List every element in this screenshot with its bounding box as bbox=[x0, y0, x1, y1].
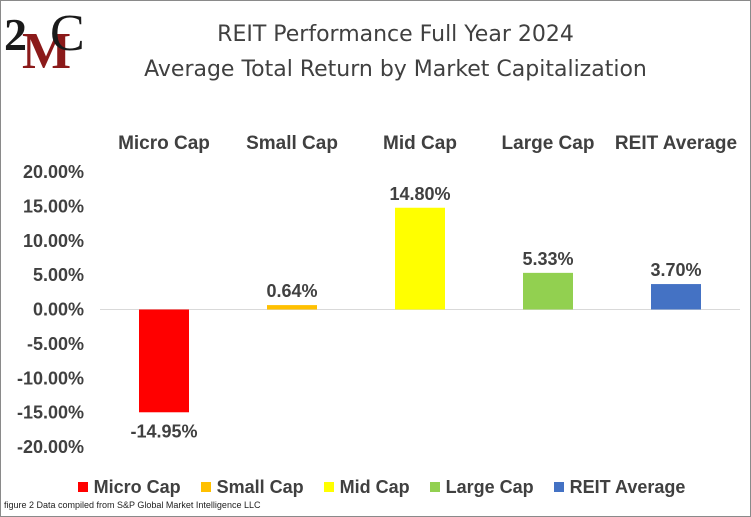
bar bbox=[651, 284, 701, 310]
category-label: Large Cap bbox=[502, 133, 595, 154]
logo-letter-c: C bbox=[50, 5, 85, 62]
y-tick-label: -5.00% bbox=[27, 334, 84, 354]
data-label: 14.80% bbox=[389, 184, 450, 204]
y-tick-label: 15.00% bbox=[23, 196, 84, 216]
footnote: figure 2 Data compiled from S&P Global M… bbox=[4, 500, 261, 510]
data-label: 0.64% bbox=[266, 281, 317, 301]
y-tick-label: -20.00% bbox=[17, 437, 84, 457]
y-tick-label: 20.00% bbox=[23, 162, 84, 182]
legend-item: REIT Average bbox=[553, 476, 686, 498]
bar bbox=[139, 309, 189, 413]
data-label: 3.70% bbox=[650, 260, 701, 280]
legend-label: REIT Average bbox=[569, 476, 686, 497]
chart-legend: Micro Cap Small Cap Mid Cap Large Cap REIT A… bbox=[0, 475, 751, 499]
category-label: Small Cap bbox=[246, 133, 338, 154]
legend-label: Large Cap bbox=[445, 476, 534, 497]
logo-letter-m: M bbox=[22, 23, 71, 74]
bar bbox=[523, 272, 573, 310]
legend-item: Micro Cap bbox=[77, 476, 181, 498]
category-label: REIT Average bbox=[615, 133, 737, 154]
logo-digit: 2 bbox=[4, 9, 27, 60]
legend-item: Large Cap bbox=[429, 476, 534, 498]
y-tick-label: 10.00% bbox=[23, 231, 84, 251]
legend-label: Small Cap bbox=[216, 476, 304, 497]
bar bbox=[267, 305, 317, 310]
legend-item: Mid Cap bbox=[323, 476, 410, 498]
company-logo: 2 M C bbox=[4, 5, 85, 74]
y-tick-label: -15.00% bbox=[17, 403, 84, 423]
y-tick-label: 0.00% bbox=[33, 300, 84, 320]
category-label: Mid Cap bbox=[383, 133, 457, 154]
data-label: 5.33% bbox=[522, 249, 573, 269]
legend-label: Micro Cap bbox=[93, 476, 181, 497]
legend-swatch bbox=[553, 482, 564, 492]
y-tick-label: 5.00% bbox=[33, 265, 84, 285]
legend-swatch bbox=[200, 482, 211, 492]
legend-label: Mid Cap bbox=[339, 476, 410, 497]
category-label: Micro Cap bbox=[118, 133, 210, 154]
data-label: -14.95% bbox=[130, 421, 197, 441]
bar-chart: 20.00% 15.00% 10.00% 5.00% 0.00% -5.00% -10.00… bbox=[17, 133, 740, 457]
legend-item: Small Cap bbox=[200, 476, 304, 498]
legend-swatch bbox=[429, 482, 440, 492]
y-tick-label: -10.00% bbox=[17, 368, 84, 388]
legend-swatch bbox=[323, 482, 334, 492]
chart-subtitle: Average Total Return by Market Capitaliz… bbox=[144, 57, 647, 82]
legend-swatch bbox=[77, 482, 88, 492]
chart-title: REIT Performance Full Year 2024 bbox=[217, 22, 574, 47]
bar bbox=[395, 207, 445, 310]
